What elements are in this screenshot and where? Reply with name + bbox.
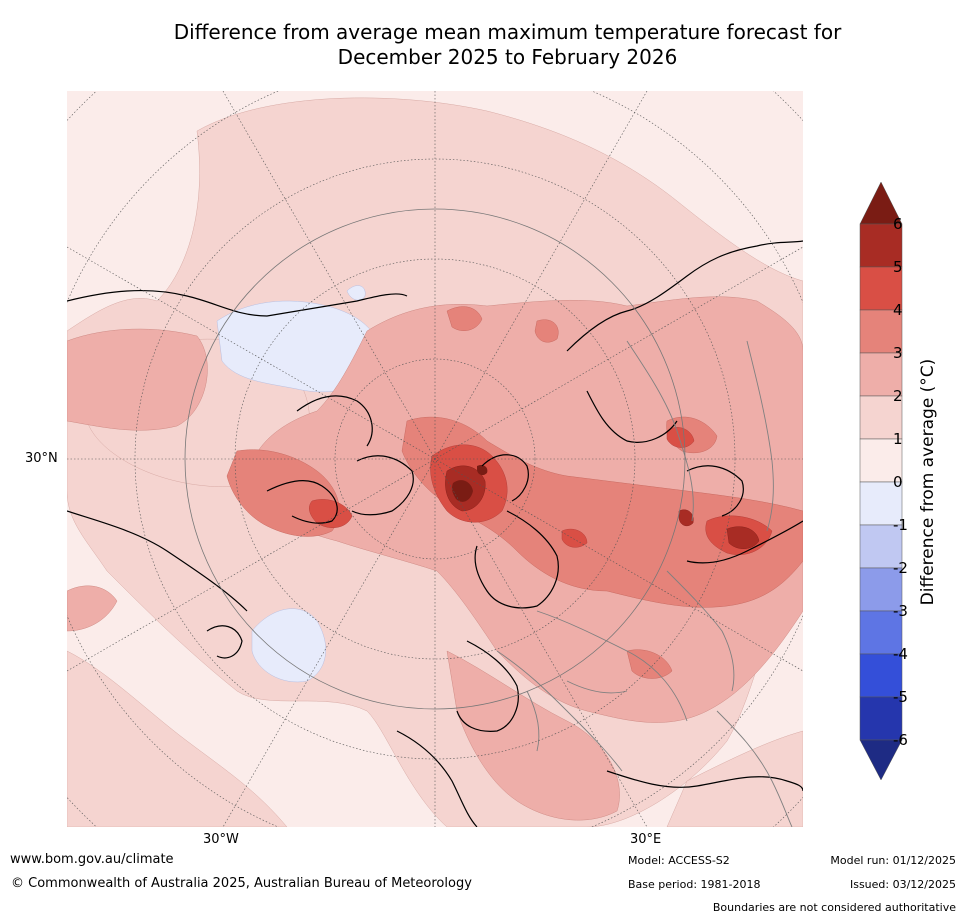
colorbar-block-cm1_0 [859, 481, 903, 526]
lon-label-30e: 30°E [630, 832, 662, 847]
graticule [67, 91, 803, 827]
map-title: Difference from average mean maximum tem… [0, 20, 965, 70]
anomaly-map [67, 91, 803, 827]
colorbar-block-c2_3 [859, 352, 903, 397]
country-borders [496, 340, 793, 827]
colorbar-tick-label: 3 [893, 344, 903, 362]
colorbar-tick-label: 2 [893, 387, 903, 405]
footer-base-period: Base period: 1981-2018 [628, 878, 761, 891]
title-line-1: Difference from average mean maximum tem… [173, 20, 842, 44]
latitude-circle [184, 208, 686, 710]
footer-disclaimer: Boundaries are not considered authoritat… [712, 901, 956, 914]
title-line-2: December 2025 to February 2026 [337, 45, 678, 69]
colorbar-block-cm3_m2 [859, 567, 903, 612]
footer-copyright: © Commonwealth of Australia 2025, Austra… [11, 876, 472, 891]
colorbar-tick-label: 5 [893, 258, 903, 276]
colorbar-tick-label: -2 [893, 559, 908, 577]
colorbar-block-c1_2 [859, 395, 903, 440]
colorbar-block-c5_6 [859, 223, 903, 268]
lon-label-30w: 30°W [203, 832, 239, 847]
colorbar-block-c4_5 [859, 266, 903, 311]
colorbar-block-c0_1 [859, 438, 903, 483]
colorbar-tick-label: -5 [893, 688, 908, 706]
colorbar-tick-label: 0 [893, 473, 903, 491]
colorbar-block-cm2_m1 [859, 524, 903, 569]
colorbar-tick-label: 4 [893, 301, 903, 319]
footer-model: Model: ACCESS-S2 [628, 854, 730, 867]
footer-issued: Issued: 03/12/2025 [849, 878, 956, 891]
footer-website[interactable]: www.bom.gov.au/climate [10, 852, 174, 867]
anomaly-neg1-0-regions [216, 285, 380, 683]
colorbar-tick-label: 1 [893, 430, 903, 448]
colorbar-tick-label: -3 [893, 602, 908, 620]
map-canvas [67, 91, 803, 827]
footer-model-run: Model run: 01/12/2025 [830, 854, 956, 867]
colorbar-under-triangle [859, 739, 903, 781]
colorbar-block-c3_4 [859, 309, 903, 354]
lat-label-30n: 30°N [25, 451, 58, 466]
colorbar-tick-label: 6 [893, 215, 903, 233]
colorbar-block-cm6_m5 [859, 696, 903, 741]
colorbar-tick-label: -6 [893, 731, 908, 749]
coastlines [67, 240, 803, 827]
colorbar-block-cm5_m4 [859, 653, 903, 698]
anomaly-over-6-regions [452, 464, 488, 502]
colorbar-canvas [859, 181, 903, 781]
colorbar-title: Difference from average (°C) [918, 358, 938, 606]
colorbar [850, 180, 920, 790]
colorbar-tick-label: -1 [893, 516, 908, 534]
colorbar-tick-label: -4 [893, 645, 908, 663]
